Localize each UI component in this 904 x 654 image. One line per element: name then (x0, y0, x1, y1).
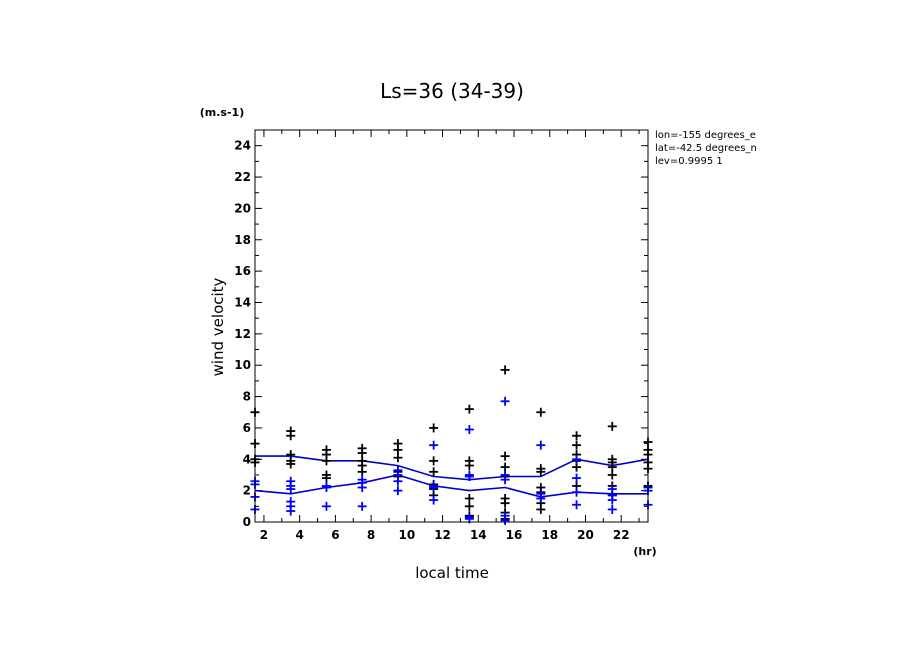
data-point (500, 462, 510, 472)
data-point (500, 475, 510, 485)
x-tick-label: 8 (367, 528, 375, 542)
data-point (500, 498, 510, 508)
x-tick-label: 20 (577, 528, 594, 542)
data-point (429, 483, 439, 493)
y-unit-label: (m.s-1) (200, 106, 244, 119)
data-point (536, 467, 546, 477)
data-point (321, 473, 331, 483)
data-point (321, 483, 331, 493)
chart-title: Ls=36 (34-39) (380, 79, 524, 103)
data-point (464, 493, 474, 503)
y-tick-label: 0 (243, 515, 251, 529)
data-point (500, 365, 510, 375)
data-point (286, 484, 296, 494)
y-tick-label: 10 (234, 358, 251, 372)
data-point (607, 462, 617, 472)
data-point (321, 501, 331, 511)
x-unit-label: (hr) (633, 545, 656, 558)
data-point (393, 476, 403, 486)
y-tick-label: 18 (234, 233, 251, 247)
data-point (572, 487, 582, 497)
x-tick-label: 4 (295, 528, 303, 542)
data-point (500, 451, 510, 461)
y-tick-label: 24 (234, 139, 251, 153)
y-tick-label: 14 (234, 295, 251, 309)
y-tick-label: 16 (234, 264, 251, 278)
data-point (536, 440, 546, 450)
data-point (572, 500, 582, 510)
data-point (500, 396, 510, 406)
data-point (429, 456, 439, 466)
x-tick-label: 18 (541, 528, 558, 542)
y-tick-label: 6 (243, 421, 251, 435)
data-point (357, 483, 367, 493)
lines-layer (254, 455, 649, 498)
data-point (572, 462, 582, 472)
data-point (536, 493, 546, 503)
data-point (393, 445, 403, 455)
y-tick-label: 8 (243, 390, 251, 404)
data-point (500, 515, 510, 525)
x-tick-label: 22 (613, 528, 630, 542)
data-point (321, 456, 331, 466)
y-tick-label: 2 (243, 484, 251, 498)
data-point (572, 440, 582, 450)
data-point (464, 472, 474, 482)
data-point (607, 504, 617, 514)
points-layer (250, 365, 653, 525)
data-point (464, 501, 474, 511)
data-point (536, 504, 546, 514)
data-point (429, 423, 439, 433)
data-point (429, 495, 439, 505)
y-tick-label: 12 (234, 327, 251, 341)
x-tick-label: 2 (260, 528, 268, 542)
x-tick-label: 6 (331, 528, 339, 542)
annotation-lon: lon=-155 degrees_e (655, 130, 756, 141)
data-point (607, 421, 617, 431)
x-tick-label: 10 (398, 528, 415, 542)
data-point (429, 440, 439, 450)
data-point (393, 486, 403, 496)
data-point (286, 431, 296, 441)
data-point (572, 454, 582, 464)
x-tick-label: 12 (434, 528, 451, 542)
data-point (536, 407, 546, 417)
y-tick-label: 4 (243, 452, 251, 466)
y-tick-label: 20 (234, 201, 251, 215)
y-tick-label: 22 (234, 170, 251, 184)
data-point (286, 506, 296, 516)
data-point (607, 495, 617, 505)
data-point (464, 424, 474, 434)
y-axis-label: wind velocity (209, 277, 227, 376)
data-point (357, 501, 367, 511)
x-tick-label: 16 (506, 528, 523, 542)
data-point (572, 473, 582, 483)
data-point (357, 467, 367, 477)
data-point (286, 456, 296, 466)
plot-frame (254, 129, 649, 523)
x-tick-label: 14 (470, 528, 487, 542)
series-line-1 (255, 455, 649, 481)
data-point (357, 448, 367, 458)
x-axis-label: local time (415, 564, 489, 582)
data-point (572, 431, 582, 441)
data-point (464, 404, 474, 414)
data-point (393, 453, 403, 463)
annotation-lev: lev=0.9995 1 (655, 156, 723, 167)
series-line-2 (254, 474, 648, 498)
data-point (607, 470, 617, 480)
data-point (429, 467, 439, 477)
data-point (464, 461, 474, 471)
annotation-lat: lat=-42.5 degrees_n (655, 143, 757, 154)
